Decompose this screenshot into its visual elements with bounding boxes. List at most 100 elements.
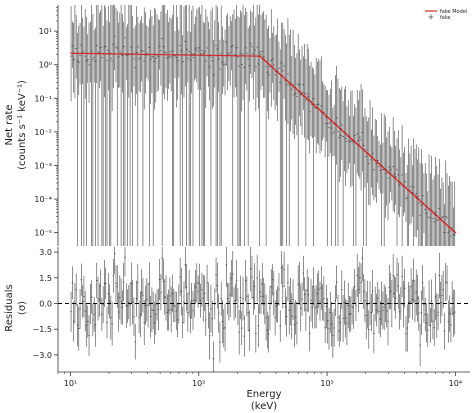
model-marker [291, 84, 294, 87]
model-marker [316, 107, 319, 109]
residuals-y-tick-label: 1.5 [39, 274, 52, 283]
model-marker [323, 113, 325, 115]
model-marker [314, 105, 317, 108]
model-marker [444, 222, 447, 225]
model-marker [272, 67, 275, 69]
model-marker [454, 231, 457, 234]
model-marker [392, 175, 394, 178]
model-marker [290, 83, 293, 86]
model-marker [359, 145, 362, 148]
model-marker [438, 216, 440, 219]
model-marker [365, 151, 368, 154]
model-marker [387, 170, 389, 173]
spectrum-y-label-line2: (counts s⁻¹ keV⁻¹) [17, 80, 28, 170]
model-marker [283, 77, 286, 80]
model-marker [385, 169, 388, 172]
model-marker [354, 141, 357, 144]
residuals-y-ticks: 3.0 1.5 0.0 −1.5 −3.0 [33, 248, 58, 360]
model-marker [419, 200, 422, 203]
model-marker [280, 74, 283, 77]
model-marker [380, 164, 383, 167]
model-marker [439, 218, 442, 221]
model-marker [360, 147, 363, 149]
model-marker [411, 193, 414, 195]
model-marker [406, 188, 409, 191]
model-marker [355, 142, 358, 145]
model-marker [326, 116, 329, 118]
model-marker [369, 154, 371, 157]
model-marker [318, 108, 320, 111]
model-marker [331, 120, 334, 123]
model-marker [262, 58, 265, 61]
model-marker [321, 111, 324, 114]
spectrum-y-tick-label: 10⁻⁴ [34, 195, 52, 204]
model-marker [383, 167, 386, 170]
model-marker [288, 81, 291, 84]
model-marker [329, 119, 332, 121]
model-marker [428, 208, 431, 210]
model-marker [377, 162, 380, 164]
model-marker [306, 98, 309, 101]
model-marker [351, 138, 353, 141]
model-marker [375, 160, 378, 163]
model-marker [423, 203, 426, 206]
model-marker [298, 90, 301, 93]
model-marker [408, 190, 411, 193]
spectrum-y-label-line1: Net rate [4, 104, 15, 145]
x-tick-label: 10³ [320, 379, 333, 388]
model-marker [305, 96, 307, 99]
model-marker [447, 225, 450, 228]
model-marker [436, 215, 439, 218]
spectrum-data-points [70, 5, 456, 246]
model-marker [367, 153, 370, 155]
model-marker [349, 136, 352, 139]
model-marker [324, 114, 327, 117]
model-marker [397, 179, 399, 182]
x-axis-label-line2: (keV) [251, 401, 277, 412]
model-marker [410, 191, 412, 194]
model-marker [364, 150, 366, 152]
model-marker [378, 163, 381, 166]
model-marker [293, 86, 296, 89]
model-marker [393, 176, 396, 179]
model-marker [441, 219, 444, 222]
model-line [70, 52, 456, 234]
spectrum-y-tick-label: 10⁻⁵ [34, 229, 52, 238]
model-marker [295, 87, 297, 90]
model-marker [372, 157, 375, 160]
model-marker [382, 166, 385, 169]
model-marker [352, 139, 355, 142]
model-marker [278, 73, 281, 75]
spectrum-y-ticks: 10¹ 10⁰ 10⁻¹ 10⁻² 10⁻³ 10⁻⁴ 10⁻⁵ [34, 7, 58, 238]
model-marker [398, 181, 401, 184]
model-marker [370, 156, 373, 158]
model-marker [449, 227, 452, 230]
model-marker [346, 133, 348, 136]
model-marker [275, 70, 278, 72]
residuals-y-tick-label: −1.5 [33, 325, 52, 334]
model-marker [311, 102, 314, 105]
model-marker [362, 148, 365, 151]
residual-points [70, 247, 456, 372]
residuals-y-tick-label: 0.0 [39, 300, 52, 309]
model-marker [451, 228, 453, 231]
model-marker [265, 61, 268, 63]
model-marker [400, 182, 403, 185]
model-marker [390, 173, 393, 176]
x-axis-label-line1: Energy [246, 389, 281, 400]
model-marker [309, 101, 312, 104]
model-marker [344, 132, 347, 135]
model-marker [426, 206, 429, 209]
legend: fake Model fake [425, 9, 467, 21]
residuals-y-label-line1: Residuals [4, 284, 15, 331]
model-marker [285, 78, 288, 81]
model-marker [260, 56, 263, 59]
legend-data-swatch [428, 14, 434, 20]
model-marker [416, 197, 419, 200]
model-marker [434, 213, 437, 216]
model-marker [303, 95, 306, 98]
model-marker [431, 210, 434, 213]
model-marker [263, 59, 266, 62]
model-marker [268, 64, 271, 66]
